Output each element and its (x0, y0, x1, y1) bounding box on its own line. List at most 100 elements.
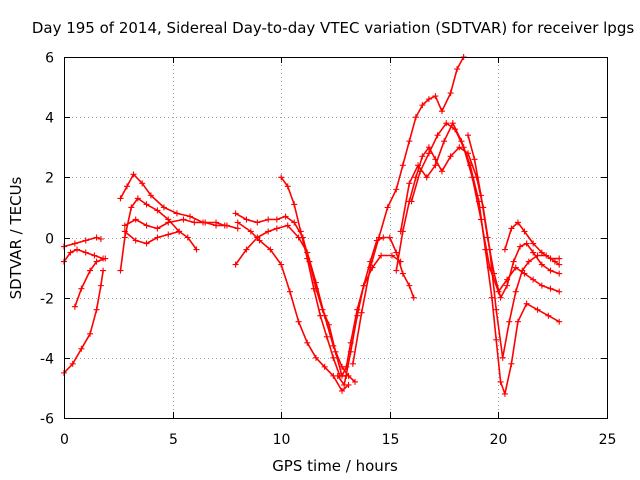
data-point (71, 303, 78, 310)
data-point (425, 96, 432, 103)
series-sat-k (234, 219, 352, 394)
data-point (510, 258, 517, 265)
data-point (556, 288, 563, 295)
series-sat-j (232, 222, 359, 385)
data-point (447, 90, 454, 97)
data-point (451, 126, 458, 133)
data-point (434, 132, 441, 139)
data-point (134, 195, 141, 202)
data-point (375, 234, 382, 241)
series-sat-l (278, 174, 350, 379)
data-point (506, 318, 513, 325)
data-point (438, 108, 445, 115)
data-point (82, 249, 89, 256)
data-point (97, 282, 104, 289)
data-point (556, 270, 563, 277)
data-point (165, 231, 172, 238)
data-point (317, 312, 324, 319)
data-point (349, 360, 356, 367)
data-point (304, 255, 311, 262)
data-point (432, 162, 439, 169)
data-point (173, 210, 180, 217)
x-tick-label: 0 (60, 432, 69, 448)
data-point (286, 288, 293, 295)
data-point (464, 132, 471, 139)
data-point (69, 360, 76, 367)
data-point (545, 312, 552, 319)
data-point (97, 236, 104, 243)
data-point (386, 234, 393, 241)
data-point (232, 210, 239, 217)
series-trace (124, 230, 180, 245)
data-point (295, 318, 302, 325)
data-point (256, 237, 263, 244)
data-point (523, 300, 530, 307)
series-trace (234, 212, 402, 377)
data-point (132, 237, 139, 244)
data-point (493, 306, 500, 313)
data-point (491, 270, 498, 277)
data-point (384, 204, 391, 211)
data-point (341, 381, 348, 388)
data-point (397, 228, 404, 235)
data-point (117, 267, 124, 274)
data-point (180, 216, 187, 223)
data-point (415, 162, 422, 169)
data-point (184, 234, 191, 241)
series-trace (336, 236, 415, 386)
data-point (347, 348, 354, 355)
data-layer (61, 54, 563, 397)
data-point (478, 216, 485, 223)
data-point (547, 267, 554, 274)
data-point (388, 252, 395, 259)
data-point (291, 219, 298, 226)
data-point (530, 240, 537, 247)
data-point (419, 153, 426, 160)
series-trace (234, 224, 356, 383)
data-point (425, 144, 432, 151)
data-point (367, 264, 374, 271)
data-point (121, 234, 128, 241)
y-tick-label: 6 (45, 51, 54, 67)
data-point (284, 222, 291, 229)
x-tick-label: 5 (169, 432, 178, 448)
data-point (501, 390, 508, 397)
data-point (360, 282, 367, 289)
data-point (304, 339, 311, 346)
data-point (354, 312, 361, 319)
data-point (478, 192, 485, 199)
data-point (121, 222, 128, 229)
series-sat-b (61, 234, 104, 250)
series-trace (467, 134, 560, 299)
series-trace (504, 221, 560, 260)
data-point (514, 219, 521, 226)
data-point (143, 222, 150, 229)
data-point (282, 213, 289, 220)
data-point (460, 144, 467, 151)
data-point (121, 228, 128, 235)
data-point (499, 354, 506, 361)
data-point (538, 261, 545, 268)
series-sat-n (349, 54, 467, 367)
data-point (538, 249, 545, 256)
data-point (488, 294, 495, 301)
data-point (493, 336, 500, 343)
series-sat-d (71, 255, 109, 310)
data-point (102, 255, 109, 262)
data-point (176, 228, 183, 235)
data-point (339, 387, 346, 394)
data-point (278, 174, 285, 181)
data-point (556, 255, 563, 262)
series-sat-f (117, 195, 200, 274)
y-tick-label: -4 (40, 352, 54, 368)
data-point (154, 234, 161, 241)
chart-title: Day 195 of 2014, Sidereal Day-to-day VTE… (32, 19, 635, 37)
data-point (128, 204, 135, 211)
data-point (556, 318, 563, 325)
data-point (501, 246, 508, 253)
series-trace (352, 56, 465, 365)
data-point (512, 288, 519, 295)
data-point (67, 249, 74, 256)
data-point (551, 258, 558, 265)
